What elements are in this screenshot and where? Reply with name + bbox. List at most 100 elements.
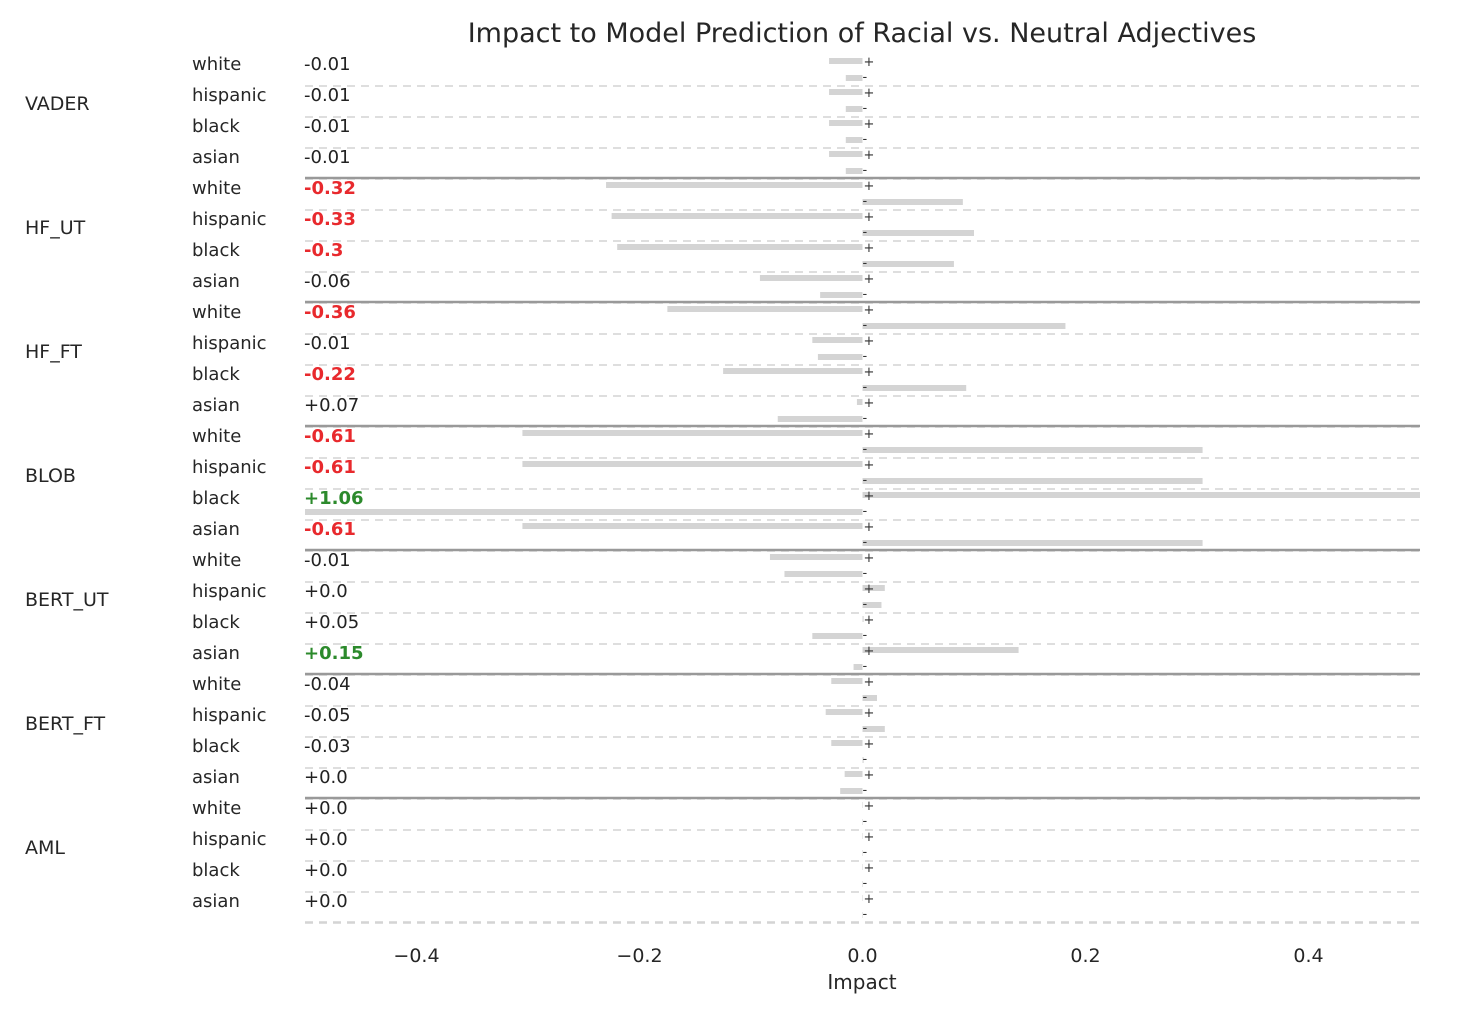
plus-marker: +	[864, 892, 875, 907]
bar-plus	[611, 213, 863, 219]
plus-marker: +	[864, 520, 875, 535]
race-label: hispanic	[192, 85, 267, 106]
plus-marker: +	[864, 551, 875, 566]
race-label: hispanic	[192, 457, 267, 478]
race-label: asian	[192, 271, 240, 292]
bar-plus	[862, 647, 1019, 653]
race-label: black	[192, 116, 240, 137]
bar-minus	[845, 106, 863, 112]
value-label: +0.0	[304, 891, 348, 912]
race-label: hispanic	[192, 829, 267, 850]
bar-minus	[784, 571, 863, 577]
minus-marker: -	[863, 876, 868, 891]
value-label: -0.36	[304, 302, 356, 323]
plus-marker: +	[864, 706, 875, 721]
race-label: white	[192, 178, 241, 199]
bar-minus	[862, 912, 863, 918]
minus-marker: -	[863, 473, 868, 488]
bar-plus	[862, 616, 864, 622]
race-label: asian	[192, 643, 240, 664]
race-label: white	[192, 54, 241, 75]
plus-marker: +	[864, 396, 875, 411]
plus-marker: +	[864, 365, 875, 380]
bar-plus	[829, 89, 863, 95]
bar-minus	[845, 75, 863, 81]
minus-marker: -	[863, 163, 868, 178]
bar-plus	[522, 523, 863, 529]
minus-marker: -	[863, 442, 868, 457]
bar-minus	[862, 540, 1203, 546]
race-label: white	[192, 426, 241, 447]
value-label: -0.32	[304, 178, 356, 199]
plus-marker: +	[864, 427, 875, 442]
x-tick-label: 0.4	[1293, 945, 1323, 967]
race-label: asian	[192, 767, 240, 788]
bar-minus	[862, 602, 882, 608]
plus-marker: +	[864, 241, 875, 256]
bar-minus	[845, 137, 863, 143]
plus-marker: +	[864, 613, 875, 628]
x-tick-label: 0.2	[1070, 945, 1100, 967]
minus-marker: -	[863, 287, 868, 302]
plus-marker: +	[864, 303, 875, 318]
minus-marker: -	[863, 566, 868, 581]
minus-marker: -	[863, 225, 868, 240]
model-label: BLOB	[25, 465, 76, 487]
bar-minus	[305, 509, 863, 515]
value-label: -0.01	[304, 333, 351, 354]
bar-minus	[853, 664, 863, 670]
race-label: black	[192, 860, 240, 881]
model-label: VADER	[25, 93, 90, 115]
bar-minus	[862, 881, 863, 887]
race-label: black	[192, 240, 240, 261]
minus-marker: -	[863, 380, 868, 395]
plus-marker: +	[864, 830, 875, 845]
bar-plus	[862, 833, 863, 839]
bar-plus	[769, 554, 863, 560]
race-label: black	[192, 488, 240, 509]
value-label: -0.33	[304, 209, 356, 230]
plus-marker: +	[864, 737, 875, 752]
race-label: hispanic	[192, 209, 267, 230]
minus-marker: -	[863, 721, 868, 736]
bar-plus	[812, 337, 863, 343]
value-label: -0.61	[304, 426, 356, 447]
bar-plus	[825, 709, 863, 715]
race-label: white	[192, 798, 241, 819]
race-label: asian	[192, 395, 240, 416]
race-label: black	[192, 612, 240, 633]
plus-marker: +	[864, 458, 875, 473]
race-label: white	[192, 302, 241, 323]
race-label: hispanic	[192, 705, 267, 726]
plus-marker: +	[864, 117, 875, 132]
bar-minus	[862, 850, 863, 856]
plus-marker: +	[864, 148, 875, 163]
bar-plus	[829, 120, 863, 126]
x-tick-label: 0.0	[847, 945, 877, 967]
plus-marker: +	[864, 768, 875, 783]
bar-plus	[856, 399, 863, 405]
bar-plus	[522, 461, 863, 467]
model-label: AML	[25, 837, 65, 859]
value-label: +0.15	[304, 643, 364, 664]
model-label: BERT_UT	[25, 589, 109, 611]
minus-marker: -	[863, 535, 868, 550]
value-label: -0.61	[304, 519, 356, 540]
minus-marker: -	[863, 194, 868, 209]
minus-marker: -	[863, 907, 868, 922]
minus-marker: -	[863, 70, 868, 85]
value-label: +0.07	[304, 395, 359, 416]
bar-plus	[606, 182, 863, 188]
minus-marker: -	[863, 349, 868, 364]
bar-plus	[831, 740, 863, 746]
plus-marker: +	[864, 55, 875, 70]
bar-plus	[862, 585, 885, 591]
race-label: hispanic	[192, 581, 267, 602]
bar-minus	[862, 385, 967, 391]
minus-marker: -	[863, 411, 868, 426]
bar-plus	[862, 492, 1420, 498]
race-label: white	[192, 550, 241, 571]
value-label: -0.3	[304, 240, 343, 261]
